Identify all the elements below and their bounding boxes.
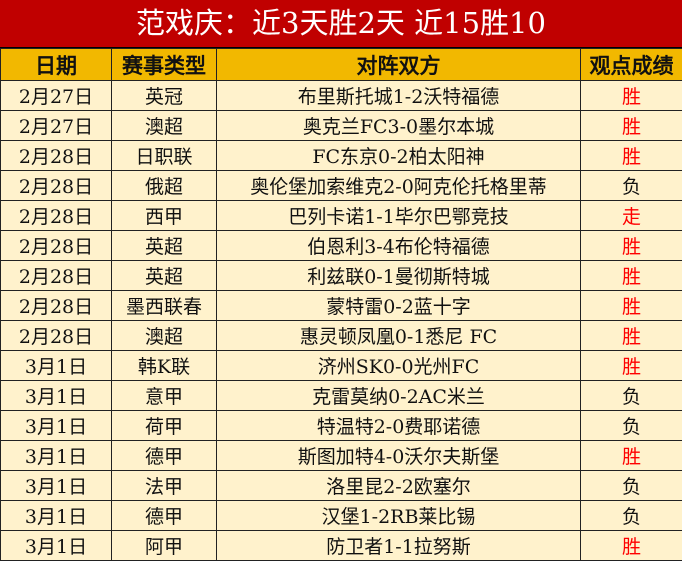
match-cell: 布里斯托城1-2沃特福德 bbox=[216, 80, 581, 111]
league-cell: 俄超 bbox=[111, 170, 217, 201]
result-cell: 胜 bbox=[580, 110, 682, 141]
match-cell: 汉堡1-2RB莱比锡 bbox=[216, 500, 581, 531]
date-cell: 3月1日 bbox=[0, 530, 112, 561]
sheet-title: 范戏庆：近3天胜2天 近15胜10 bbox=[0, 0, 682, 48]
league-cell: 意甲 bbox=[111, 380, 217, 411]
match-cell: 奥克兰FC3-0墨尔本城 bbox=[216, 110, 581, 141]
match-cell: 巴列卡诺1-1毕尔巴鄂竞技 bbox=[216, 200, 581, 231]
league-cell: 阿甲 bbox=[111, 530, 217, 561]
match-cell: 济州SK0-0光州FC bbox=[216, 350, 581, 381]
date-cell: 2月28日 bbox=[0, 290, 112, 321]
date-cell: 2月28日 bbox=[0, 320, 112, 351]
header-league: 赛事类型 bbox=[111, 48, 217, 81]
results-table: 日期 赛事类型 对阵双方 观点成绩 2月27日 英冠 布里斯托城1-2沃特福德胜 2月… bbox=[0, 48, 682, 561]
league-cell: 日职联 bbox=[111, 140, 217, 171]
header-row: 日期 赛事类型 对阵双方 观点成绩 bbox=[0, 48, 682, 81]
table-row: 2月28日 俄超 奥伦堡加索维克2-0阿克伦托格里蒂负 bbox=[0, 170, 682, 201]
date-cell: 2月28日 bbox=[0, 140, 112, 171]
date-cell: 2月28日 bbox=[0, 200, 112, 231]
result-cell: 胜 bbox=[580, 80, 682, 111]
league-cell: 英超 bbox=[111, 230, 217, 261]
league-cell: 韩K联 bbox=[111, 350, 217, 381]
result-cell: 负 bbox=[580, 380, 682, 411]
result-cell: 走 bbox=[580, 200, 682, 231]
match-cell: 克雷莫纳0-2AC米兰 bbox=[216, 380, 581, 411]
result-cell: 负 bbox=[580, 410, 682, 441]
match-cell: 斯图加特4-0沃尔夫斯堡 bbox=[216, 440, 581, 471]
date-cell: 3月1日 bbox=[0, 410, 112, 441]
league-cell: 德甲 bbox=[111, 500, 217, 531]
date-cell: 2月27日 bbox=[0, 80, 112, 111]
date-cell: 3月1日 bbox=[0, 380, 112, 411]
table-row: 3月1日 法甲 洛里昆2-2欧塞尔负 bbox=[0, 470, 682, 501]
result-cell: 负 bbox=[580, 470, 682, 501]
table-row: 2月28日 日职联 FC东京0-2柏太阳神胜 bbox=[0, 140, 682, 171]
match-cell: FC东京0-2柏太阳神 bbox=[216, 140, 581, 171]
league-cell: 法甲 bbox=[111, 470, 217, 501]
league-cell: 西甲 bbox=[111, 200, 217, 231]
header-result: 观点成绩 bbox=[580, 48, 682, 81]
result-cell: 胜 bbox=[580, 290, 682, 321]
result-cell: 负 bbox=[580, 170, 682, 201]
table-row: 3月1日 阿甲 防卫者1-1拉努斯胜 bbox=[0, 530, 682, 561]
table-row: 2月28日 英超 伯恩利3-4布伦特福德胜 bbox=[0, 230, 682, 261]
match-cell: 洛里昆2-2欧塞尔 bbox=[216, 470, 581, 501]
result-cell: 胜 bbox=[580, 350, 682, 381]
table-row: 3月1日 荷甲 特温特2-0费耶诺德负 bbox=[0, 410, 682, 441]
date-cell: 3月1日 bbox=[0, 350, 112, 381]
date-cell: 2月27日 bbox=[0, 110, 112, 141]
date-cell: 2月28日 bbox=[0, 260, 112, 291]
match-cell: 惠灵顿凤凰0-1悉尼 FC bbox=[216, 320, 581, 351]
result-cell: 胜 bbox=[580, 530, 682, 561]
result-cell: 胜 bbox=[580, 440, 682, 471]
league-cell: 澳超 bbox=[111, 110, 217, 141]
match-cell: 奥伦堡加索维克2-0阿克伦托格里蒂 bbox=[216, 170, 581, 201]
match-cell: 特温特2-0费耶诺德 bbox=[216, 410, 581, 441]
result-cell: 胜 bbox=[580, 230, 682, 261]
league-cell: 墨西联春 bbox=[111, 290, 217, 321]
match-cell: 伯恩利3-4布伦特福德 bbox=[216, 230, 581, 261]
match-cell: 利兹联0-1曼彻斯特城 bbox=[216, 260, 581, 291]
table-row: 3月1日 意甲 克雷莫纳0-2AC米兰负 bbox=[0, 380, 682, 411]
date-cell: 3月1日 bbox=[0, 440, 112, 471]
result-cell: 胜 bbox=[580, 260, 682, 291]
header-match: 对阵双方 bbox=[216, 48, 581, 81]
date-cell: 2月28日 bbox=[0, 170, 112, 201]
table-row: 2月28日 西甲 巴列卡诺1-1毕尔巴鄂竞技走 bbox=[0, 200, 682, 231]
league-cell: 英冠 bbox=[111, 80, 217, 111]
table-row: 2月27日 英冠 布里斯托城1-2沃特福德胜 bbox=[0, 80, 682, 111]
match-cell: 防卫者1-1拉努斯 bbox=[216, 530, 581, 561]
result-cell: 胜 bbox=[580, 140, 682, 171]
table-row: 3月1日 韩K联 济州SK0-0光州FC 胜 bbox=[0, 350, 682, 381]
date-cell: 3月1日 bbox=[0, 500, 112, 531]
result-cell: 胜 bbox=[580, 320, 682, 351]
table-row: 2月27日 澳超 奥克兰FC3-0墨尔本城胜 bbox=[0, 110, 682, 141]
result-cell: 负 bbox=[580, 500, 682, 531]
header-date: 日期 bbox=[0, 48, 112, 81]
table-row: 3月1日 德甲 斯图加特4-0沃尔夫斯堡胜 bbox=[0, 440, 682, 471]
league-cell: 德甲 bbox=[111, 440, 217, 471]
table-row: 3月1日 德甲 汉堡1-2RB莱比锡负 bbox=[0, 500, 682, 531]
table-row: 2月28日 墨西联春 蒙特雷0-2蓝十字胜 bbox=[0, 290, 682, 321]
table-row: 2月28日 英超 利兹联0-1曼彻斯特城胜 bbox=[0, 260, 682, 291]
date-cell: 2月28日 bbox=[0, 230, 112, 261]
league-cell: 英超 bbox=[111, 260, 217, 291]
match-cell: 蒙特雷0-2蓝十字 bbox=[216, 290, 581, 321]
league-cell: 澳超 bbox=[111, 320, 217, 351]
date-cell: 3月1日 bbox=[0, 470, 112, 501]
table-row: 2月28日 澳超 惠灵顿凤凰0-1悉尼 FC 胜 bbox=[0, 320, 682, 351]
league-cell: 荷甲 bbox=[111, 410, 217, 441]
